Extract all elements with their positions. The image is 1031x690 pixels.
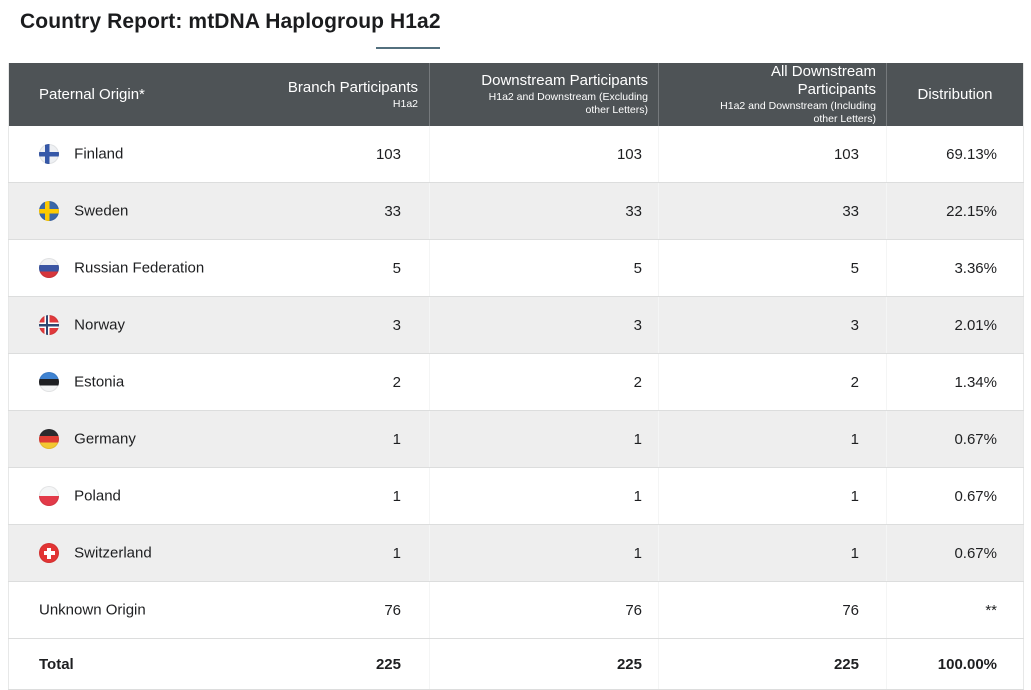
all-downstream-participants-cell: 3 [658,296,887,354]
country-cell: Estonia [8,353,261,411]
country-name: Finland [74,145,124,163]
country-name: Norway [74,316,126,334]
all-downstream-participants-cell: 1 [658,524,887,582]
header-row: Paternal Origin* Branch Participants H1a… [8,63,1024,126]
all-downstream-participants-cell: 1 [658,410,887,468]
branch-participants-cell: 1 [260,410,430,468]
downstream-participants-cell: 5 [429,239,659,297]
column-label: Downstream Participants [481,72,648,89]
downstream-participants-cell: 76 [429,581,659,639]
country-name: Russian Federation [74,259,205,277]
table-row-poland: Poland 1 1 1 0.67% [8,467,1024,525]
country-name: Poland [74,487,121,505]
country-cell: Germany [8,410,261,468]
switzerland-flag-icon [39,543,59,563]
distribution-cell: 1.34% [886,353,1024,411]
distribution-cell: 3.36% [886,239,1024,297]
all-downstream-participants-cell: 5 [658,239,887,297]
country-report-table: Paternal Origin* Branch Participants H1a… [8,63,1024,690]
column-label: Distribution [917,85,993,103]
column-header-branch-participants: Branch Participants H1a2 [260,63,430,126]
country-cell: Russian Federation [8,239,261,297]
branch-participants-cell: 103 [260,126,430,183]
column-header-downstream-participants: Downstream Participants H1a2 and Downstr… [429,63,659,126]
downstream-participants-cell: 1 [429,410,659,468]
norway-flag-icon [39,315,59,335]
country-cell: Switzerland [8,524,261,582]
country-cell: Sweden [8,182,261,240]
country-cell: Unknown Origin [8,581,261,639]
all-downstream-participants-cell: 33 [658,182,887,240]
downstream-participants-cell: 2 [429,353,659,411]
column-sublabel: H1a2 and Downstream (Excluding other Let… [488,91,648,116]
column-header-paternal-origin: Paternal Origin* [8,63,261,126]
distribution-cell: 22.15% [886,182,1024,240]
table-row-unknown-origin: Unknown Origin 76 76 76 ** [8,581,1024,639]
column-header-all-downstream-participants: All Downstream Participants H1a2 and Dow… [658,63,887,126]
table-row-finland: Finland 103 103 103 69.13% [8,126,1024,183]
all-downstream-participants-cell: 2 [658,353,887,411]
branch-participants-cell: 3 [260,296,430,354]
poland-flag-icon [39,486,59,506]
distribution-total-cell: 100.00% [886,638,1024,690]
report-title-wrap: Country Report: mtDNA Haplogroup H1a2 [20,10,441,49]
table-row-norway: Norway 3 3 3 2.01% [8,296,1024,354]
distribution-cell: 0.67% [886,467,1024,525]
table-header: Paternal Origin* Branch Participants H1a… [8,63,1024,126]
branch-participants-cell: 1 [260,467,430,525]
finland-flag-icon [39,144,59,164]
distribution-cell: ** [886,581,1024,639]
country-cell: Finland [8,126,261,183]
distribution-cell: 0.67% [886,410,1024,468]
all-downstream-participants-cell: 103 [658,126,887,183]
page-title: Country Report: mtDNA Haplogroup H1a2 [20,10,441,33]
downstream-participants-cell: 1 [429,524,659,582]
country-cell: Poland [8,467,261,525]
column-sublabel: H1a2 and Downstream (Including other Let… [720,100,876,125]
country-cell: Norway [8,296,261,354]
country-name: Estonia [74,373,125,391]
country-name: Germany [74,430,136,448]
column-sublabel: H1a2 [392,97,418,110]
table-row-sweden: Sweden 33 33 33 22.15% [8,182,1024,240]
downstream-participants-cell: 33 [429,182,659,240]
all-downstream-participants-cell: 76 [658,581,887,639]
all-downstream-participants-total-cell: 225 [658,638,887,690]
downstream-participants-cell: 103 [429,126,659,183]
country-name: Unknown Origin [39,601,146,619]
distribution-cell: 69.13% [886,126,1024,183]
sweden-flag-icon [39,201,59,221]
table-row-switzerland: Switzerland 1 1 1 0.67% [8,524,1024,582]
branch-participants-cell: 33 [260,182,430,240]
branch-participants-cell: 76 [260,581,430,639]
downstream-participants-cell: 3 [429,296,659,354]
country-name: Sweden [74,202,129,220]
table-row-russian-federation: Russian Federation 5 5 5 3.36% [8,239,1024,297]
branch-participants-cell: 5 [260,239,430,297]
estonia-flag-icon [39,372,59,392]
column-header-distribution: Distribution [886,63,1024,126]
all-downstream-participants-cell: 1 [658,467,887,525]
title-accent-underline [375,47,440,49]
distribution-cell: 2.01% [886,296,1024,354]
table-body: Finland 103 103 103 69.13% Sweden 33 33 … [8,126,1024,690]
country-name: Switzerland [74,544,152,562]
table-row-estonia: Estonia 2 2 2 1.34% [8,353,1024,411]
branch-participants-cell: 2 [260,353,430,411]
downstream-participants-cell: 1 [429,467,659,525]
column-label: Branch Participants [287,78,418,96]
distribution-cell: 0.67% [886,524,1024,582]
column-label: All Downstream Participants [770,63,876,98]
germany-flag-icon [39,429,59,449]
column-label: Paternal Origin* [39,85,145,103]
table-row-germany: Germany 1 1 1 0.67% [8,410,1024,468]
total-label-cell: Total [8,638,261,690]
branch-participants-cell: 1 [260,524,430,582]
russia-flag-icon [39,258,59,278]
